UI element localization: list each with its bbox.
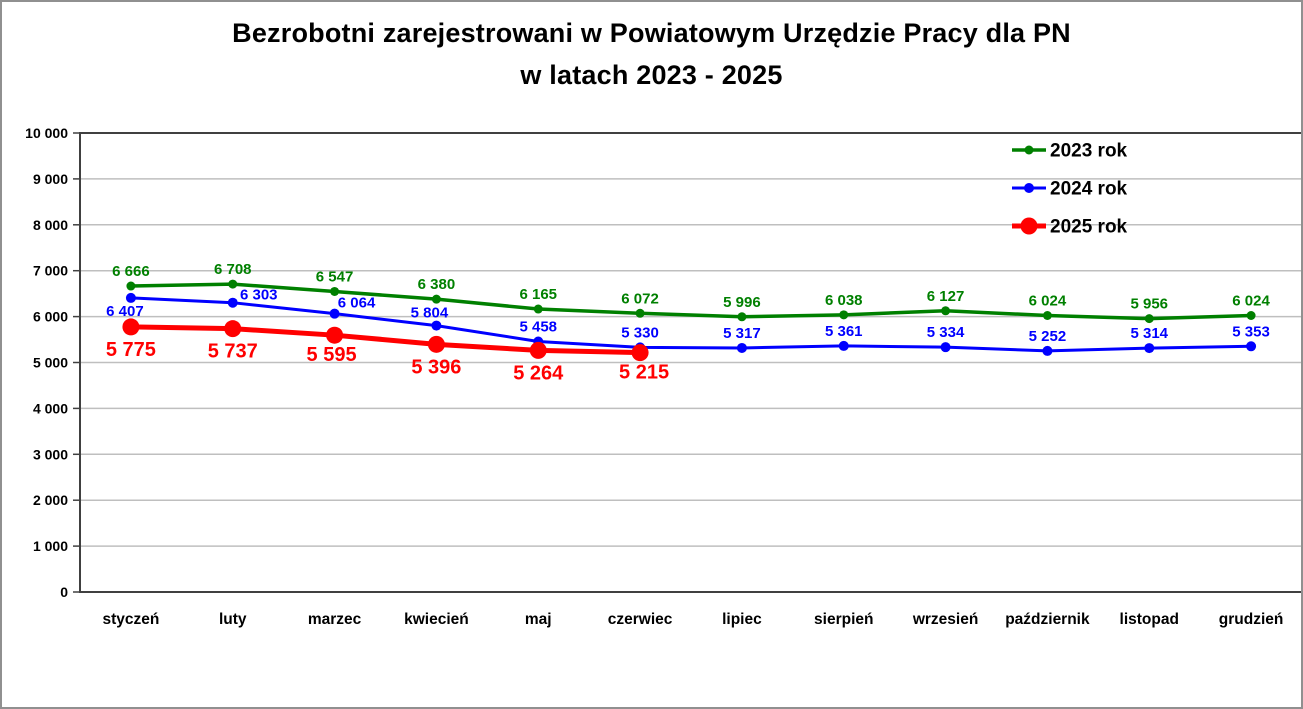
data-point-label-2024-rok-lipiec: 5 317 — [723, 325, 761, 342]
data-point-label-2024-rok-styczeń: 6 407 — [106, 303, 144, 320]
data-point-label-2023-rok-wrzesień: 6 127 — [927, 288, 965, 305]
legend-marker-icon — [1024, 183, 1034, 193]
x-axis-label: czerwiec — [608, 611, 673, 628]
data-point-label-2025-rok-marzec: 5 595 — [307, 344, 357, 366]
data-point-2024-rok-marzec — [329, 308, 340, 319]
chart-title-line-1: Bezrobotni zarejestrowani w Powiatowym U… — [232, 18, 1071, 48]
y-axis-label: 1 000 — [33, 538, 68, 554]
legend-item-2025-rok: 2025 rok — [1012, 217, 1128, 238]
data-point-label-2024-rok-grudzień: 5 353 — [1232, 323, 1270, 340]
x-axis-label: sierpień — [814, 611, 873, 628]
data-point-2023-rok-czerwiec — [635, 308, 645, 318]
y-axis-label: 10 000 — [25, 125, 68, 141]
chart-title-line-2: w latach 2023 - 2025 — [520, 60, 783, 90]
data-point-2024-rok-kwiecień — [431, 320, 442, 331]
y-axis-label: 7 000 — [33, 263, 68, 279]
data-point-label-2023-rok-maj: 6 165 — [519, 286, 557, 303]
data-point-label-2023-rok-październik: 6 024 — [1029, 292, 1067, 309]
x-axis-label: wrzesień — [912, 611, 978, 628]
x-axis-label: luty — [219, 611, 247, 628]
data-point-label-2024-rok-listopad: 5 314 — [1130, 325, 1168, 342]
data-point-2024-rok-sierpień — [838, 340, 849, 351]
data-point-2023-rok-październik — [1042, 310, 1052, 320]
x-axis-label: marzec — [308, 611, 362, 628]
data-point-label-2024-rok-czerwiec: 5 330 — [621, 324, 659, 341]
data-point-label-2025-rok-luty: 5 737 — [208, 341, 258, 363]
data-point-label-2025-rok-maj: 5 264 — [513, 362, 564, 384]
data-point-2024-rok-listopad — [1144, 343, 1155, 354]
data-point-2024-rok-lipiec — [736, 342, 747, 353]
data-point-label-2024-rok-sierpień: 5 361 — [825, 323, 863, 340]
y-axis-label: 4 000 — [33, 400, 68, 416]
x-axis-label: listopad — [1120, 611, 1179, 628]
data-point-label-2024-rok-kwiecień: 5 804 — [411, 305, 449, 322]
series-line-2024-rok — [130, 296, 1252, 353]
data-point-label-2023-rok-lipiec: 5 996 — [723, 294, 761, 311]
x-axis-label: maj — [525, 611, 552, 628]
data-point-2025-rok-czerwiec — [631, 344, 649, 362]
y-axis-label: 2 000 — [33, 492, 68, 508]
data-point-label-2023-rok-styczeń: 6 666 — [112, 263, 150, 280]
x-axis-label: październik — [1005, 611, 1090, 628]
data-point-2023-rok-wrzesień — [941, 306, 951, 316]
plot-border — [79, 132, 1301, 593]
data-point-label-2025-rok-czerwiec: 5 215 — [619, 362, 669, 384]
data-point-label-2024-rok-luty: 6 303 — [240, 287, 278, 304]
legend-item-2024-rok: 2024 rok — [1012, 179, 1128, 200]
legend-marker-icon — [1020, 217, 1038, 235]
legend-item-2023-rok: 2023 rok — [1012, 141, 1128, 162]
data-point-2023-rok-maj — [533, 304, 543, 314]
data-point-2025-rok-luty — [224, 320, 242, 338]
legend-marker-icon — [1024, 145, 1034, 155]
data-point-2023-rok-sierpień — [839, 310, 849, 320]
data-point-2023-rok-lipiec — [737, 312, 747, 322]
data-point-2023-rok-styczeń — [126, 281, 136, 291]
data-point-2023-rok-luty — [228, 279, 238, 289]
x-axis-label: grudzień — [1219, 611, 1284, 628]
legend-label: 2023 rok — [1050, 141, 1128, 162]
data-point-2025-rok-kwiecień — [427, 335, 445, 353]
data-point-label-2023-rok-luty: 6 708 — [214, 261, 252, 278]
data-point-2023-rok-grudzień — [1246, 310, 1256, 320]
data-point-2024-rok-wrzesień — [940, 342, 951, 353]
x-axis-label: styczeń — [102, 611, 159, 628]
data-point-2024-rok-październik — [1042, 345, 1053, 356]
data-point-label-2024-rok-wrzesień: 5 334 — [927, 324, 965, 341]
data-point-2025-rok-maj — [529, 341, 547, 359]
data-point-2024-rok-grudzień — [1246, 341, 1257, 352]
y-axis-label: 3 000 — [33, 446, 68, 462]
data-point-2025-rok-marzec — [326, 326, 344, 344]
data-point-2023-rok-marzec — [330, 286, 340, 296]
legend-label: 2025 rok — [1050, 217, 1128, 238]
series-line-2025-rok — [130, 324, 641, 356]
y-axis-label: 8 000 — [33, 217, 68, 233]
data-point-2024-rok-styczeń — [125, 292, 136, 303]
data-point-label-2023-rok-sierpień: 6 038 — [825, 292, 863, 309]
y-axis-label: 9 000 — [33, 171, 68, 187]
data-point-label-2023-rok-marzec: 6 547 — [316, 268, 354, 285]
y-axis-label: 6 000 — [33, 309, 68, 325]
x-axis-label: lipiec — [722, 611, 762, 628]
data-point-2024-rok-luty — [227, 297, 238, 308]
data-point-label-2023-rok-listopad: 5 956 — [1130, 296, 1168, 313]
y-axis-label: 0 — [60, 584, 68, 600]
data-point-label-2023-rok-grudzień: 6 024 — [1232, 292, 1270, 309]
data-point-label-2025-rok-kwiecień: 5 396 — [411, 356, 461, 378]
data-point-label-2023-rok-czerwiec: 6 072 — [621, 290, 659, 307]
data-point-label-2024-rok-marzec: 6 064 — [338, 295, 376, 312]
legend-label: 2024 rok — [1050, 179, 1128, 200]
data-point-2023-rok-listopad — [1144, 314, 1154, 324]
chart-title: Bezrobotni zarejestrowani w Powiatowym U… — [2, 12, 1301, 96]
data-point-2025-rok-styczeń — [122, 318, 140, 336]
data-point-label-2024-rok-maj: 5 458 — [519, 318, 557, 335]
series-line-2023-rok — [130, 282, 1252, 321]
data-point-label-2025-rok-styczeń: 5 775 — [106, 339, 156, 361]
data-point-label-2024-rok-październik: 5 252 — [1029, 328, 1067, 345]
data-point-2023-rok-kwiecień — [431, 294, 441, 304]
y-axis-label: 5 000 — [33, 355, 68, 371]
x-axis-label: kwiecień — [404, 611, 469, 628]
data-point-label-2023-rok-kwiecień: 6 380 — [418, 276, 456, 293]
